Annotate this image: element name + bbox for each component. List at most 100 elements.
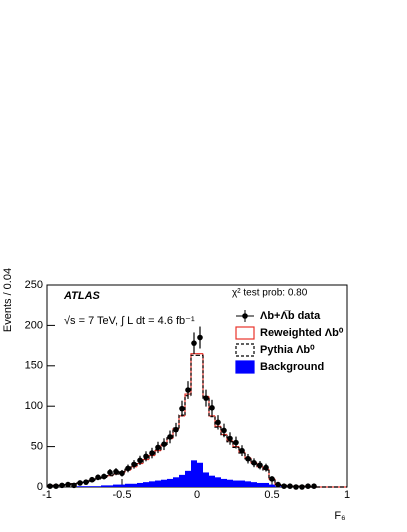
background-bar [167, 478, 173, 487]
data-point [65, 481, 71, 488]
data-point [137, 457, 143, 464]
data-point [299, 484, 305, 490]
data-point [287, 483, 293, 489]
background-bar [77, 486, 83, 487]
hist-step [310, 486, 317, 488]
legend-marker [235, 326, 255, 340]
chart-title: ATLAS [63, 290, 101, 302]
background-bar [257, 482, 263, 487]
x-tick-label: 1 [344, 489, 350, 501]
hist-step [244, 453, 251, 460]
x-tick-label: 0 [194, 489, 200, 501]
background-bar [191, 460, 197, 487]
hist-step [142, 458, 149, 463]
data-point [275, 481, 281, 488]
background-bar [89, 486, 95, 487]
data-point [227, 435, 233, 442]
hist-step [178, 414, 185, 429]
data-point [281, 483, 287, 489]
data-point [59, 482, 65, 489]
y-tick-label: 250 [25, 279, 43, 291]
data-point [305, 483, 311, 489]
legend-label: Reweighted Λb⁰ [260, 327, 344, 339]
hist-step [226, 435, 233, 443]
hist-step [250, 458, 257, 465]
background-bar [107, 485, 113, 487]
legend-label: Pythia Λb⁰ [260, 344, 315, 356]
legend-marker [235, 360, 255, 374]
data-point [239, 447, 245, 454]
background-bar [143, 482, 149, 487]
hist-step [190, 353, 197, 395]
hist-step [256, 463, 263, 469]
background-bar [227, 479, 233, 487]
y-tick-label: 150 [25, 360, 43, 372]
hist-step [82, 481, 89, 483]
background-bar [155, 480, 161, 487]
y-axis-label: Events / 0.04 [2, 268, 14, 332]
background-bar [251, 482, 257, 487]
data-point [113, 468, 119, 475]
background-bar [197, 462, 203, 487]
hist-step [214, 416, 221, 428]
hist-step [220, 427, 227, 436]
y-tick-label: 200 [25, 319, 43, 331]
background-bar [269, 484, 275, 487]
background-bar [131, 483, 137, 487]
hist-step [70, 483, 77, 485]
legend-marker [242, 313, 248, 319]
background-bar [203, 472, 209, 487]
data-point [47, 483, 53, 489]
data-point [83, 479, 89, 485]
data-point [245, 455, 251, 462]
data-point [191, 340, 197, 346]
data-point [149, 450, 155, 456]
background-bar [149, 481, 155, 487]
data-point [179, 405, 185, 412]
data-point [269, 476, 275, 482]
background-bar [101, 485, 107, 487]
data-point [173, 426, 179, 433]
data-point [71, 482, 77, 489]
y-tick-label: 50 [31, 441, 43, 453]
data-point [143, 453, 149, 460]
data-point [215, 419, 221, 426]
hist-step [184, 395, 191, 416]
legend-marker [235, 343, 255, 357]
data-point [161, 441, 167, 447]
x-tick-label: 0.5 [264, 489, 279, 501]
x-tick-label: -0.5 [113, 489, 132, 501]
data-point [251, 459, 257, 466]
y-tick-label: 0 [37, 481, 43, 493]
background-bar [125, 483, 131, 487]
data-point [89, 476, 95, 483]
hist-step [232, 441, 239, 449]
hist-step [280, 484, 287, 486]
background-bar [263, 482, 269, 487]
data-point [233, 439, 239, 446]
data-point [293, 484, 299, 490]
data-point [131, 461, 137, 468]
annotation: χ² test prob: 0.80 [232, 288, 308, 299]
data-point [221, 427, 227, 434]
background-bar [239, 480, 245, 487]
data-point [185, 387, 191, 393]
background-bar [119, 484, 125, 487]
hist-step [178, 415, 185, 429]
data-point [155, 444, 161, 451]
hist-step [148, 454, 155, 459]
background-bar [185, 470, 191, 487]
data-point [107, 469, 113, 476]
background-bar [113, 484, 119, 487]
legend-label: Background [260, 361, 324, 373]
data-point [209, 405, 215, 411]
background-bar [221, 478, 227, 487]
hist-step [274, 479, 281, 486]
background-bar [179, 474, 185, 487]
hist-step [154, 449, 161, 455]
y-tick-label: 100 [25, 400, 43, 412]
data-point [203, 395, 209, 401]
data-point [95, 474, 101, 481]
data-point [77, 480, 83, 486]
